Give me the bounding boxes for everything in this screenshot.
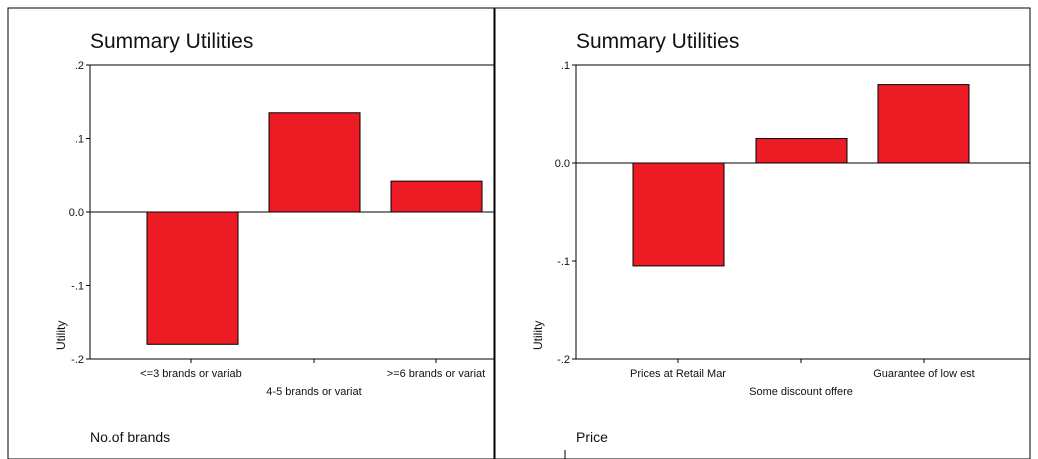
- bar: [390, 180, 483, 213]
- bar: [146, 211, 239, 345]
- y-axis-ticks: .2 .1 0.0 -.1 -.2: [69, 60, 90, 366]
- chart-brands: Summary Utilities .2 .1 0.0 -.1 -.2 <=3 bran…: [54, 30, 495, 445]
- left-panel-frame: [7, 7, 496, 459]
- y-tick-label: -.2: [71, 354, 84, 366]
- bar: [877, 84, 970, 164]
- x-axis-title: Price: [576, 429, 608, 445]
- bars: [146, 112, 483, 345]
- chart-price: Summary Utilities .1 0.0 -.1 -.2 Prices at …: [531, 30, 1031, 445]
- y-tick-label: .2: [75, 60, 84, 72]
- bar: [268, 112, 361, 213]
- y-tick-label: .1: [75, 134, 84, 146]
- y-axis-label: Utility: [531, 321, 545, 350]
- y-tick-label: -.1: [557, 256, 570, 268]
- x-tick-label: Guarantee of low est: [873, 368, 975, 380]
- bar: [632, 162, 725, 267]
- y-tick-label: -.2: [557, 354, 570, 366]
- bar: [755, 138, 848, 164]
- y-tick-label: 0.0: [69, 207, 84, 219]
- x-tick-label: >=6 brands or variat: [387, 368, 485, 380]
- y-tick-label: 0.0: [555, 158, 570, 170]
- bars: [632, 84, 970, 267]
- x-tick-label: <=3 brands or variab: [140, 368, 242, 380]
- chart-title: Summary Utilities: [90, 30, 253, 53]
- x-tick-label: 4-5 brands or variat: [266, 386, 361, 398]
- x-tick-label: Some discount offere: [749, 386, 853, 398]
- chart-title: Summary Utilities: [576, 30, 739, 53]
- x-axis-labels: <=3 brands or variab 4-5 brands or variat…: [140, 359, 485, 398]
- x-tick-label: Prices at Retail Mar: [630, 368, 726, 380]
- y-axis-label: Utility: [54, 321, 68, 350]
- plot-area: [575, 64, 1031, 360]
- x-axis-labels: Prices at Retail Mar Some discount offere…: [630, 359, 975, 398]
- y-tick-label: .1: [561, 60, 570, 72]
- y-axis-ticks: .1 0.0 -.1 -.2: [555, 60, 576, 366]
- x-axis-title: No.of brands: [90, 429, 170, 445]
- y-tick-label: -.1: [71, 281, 84, 293]
